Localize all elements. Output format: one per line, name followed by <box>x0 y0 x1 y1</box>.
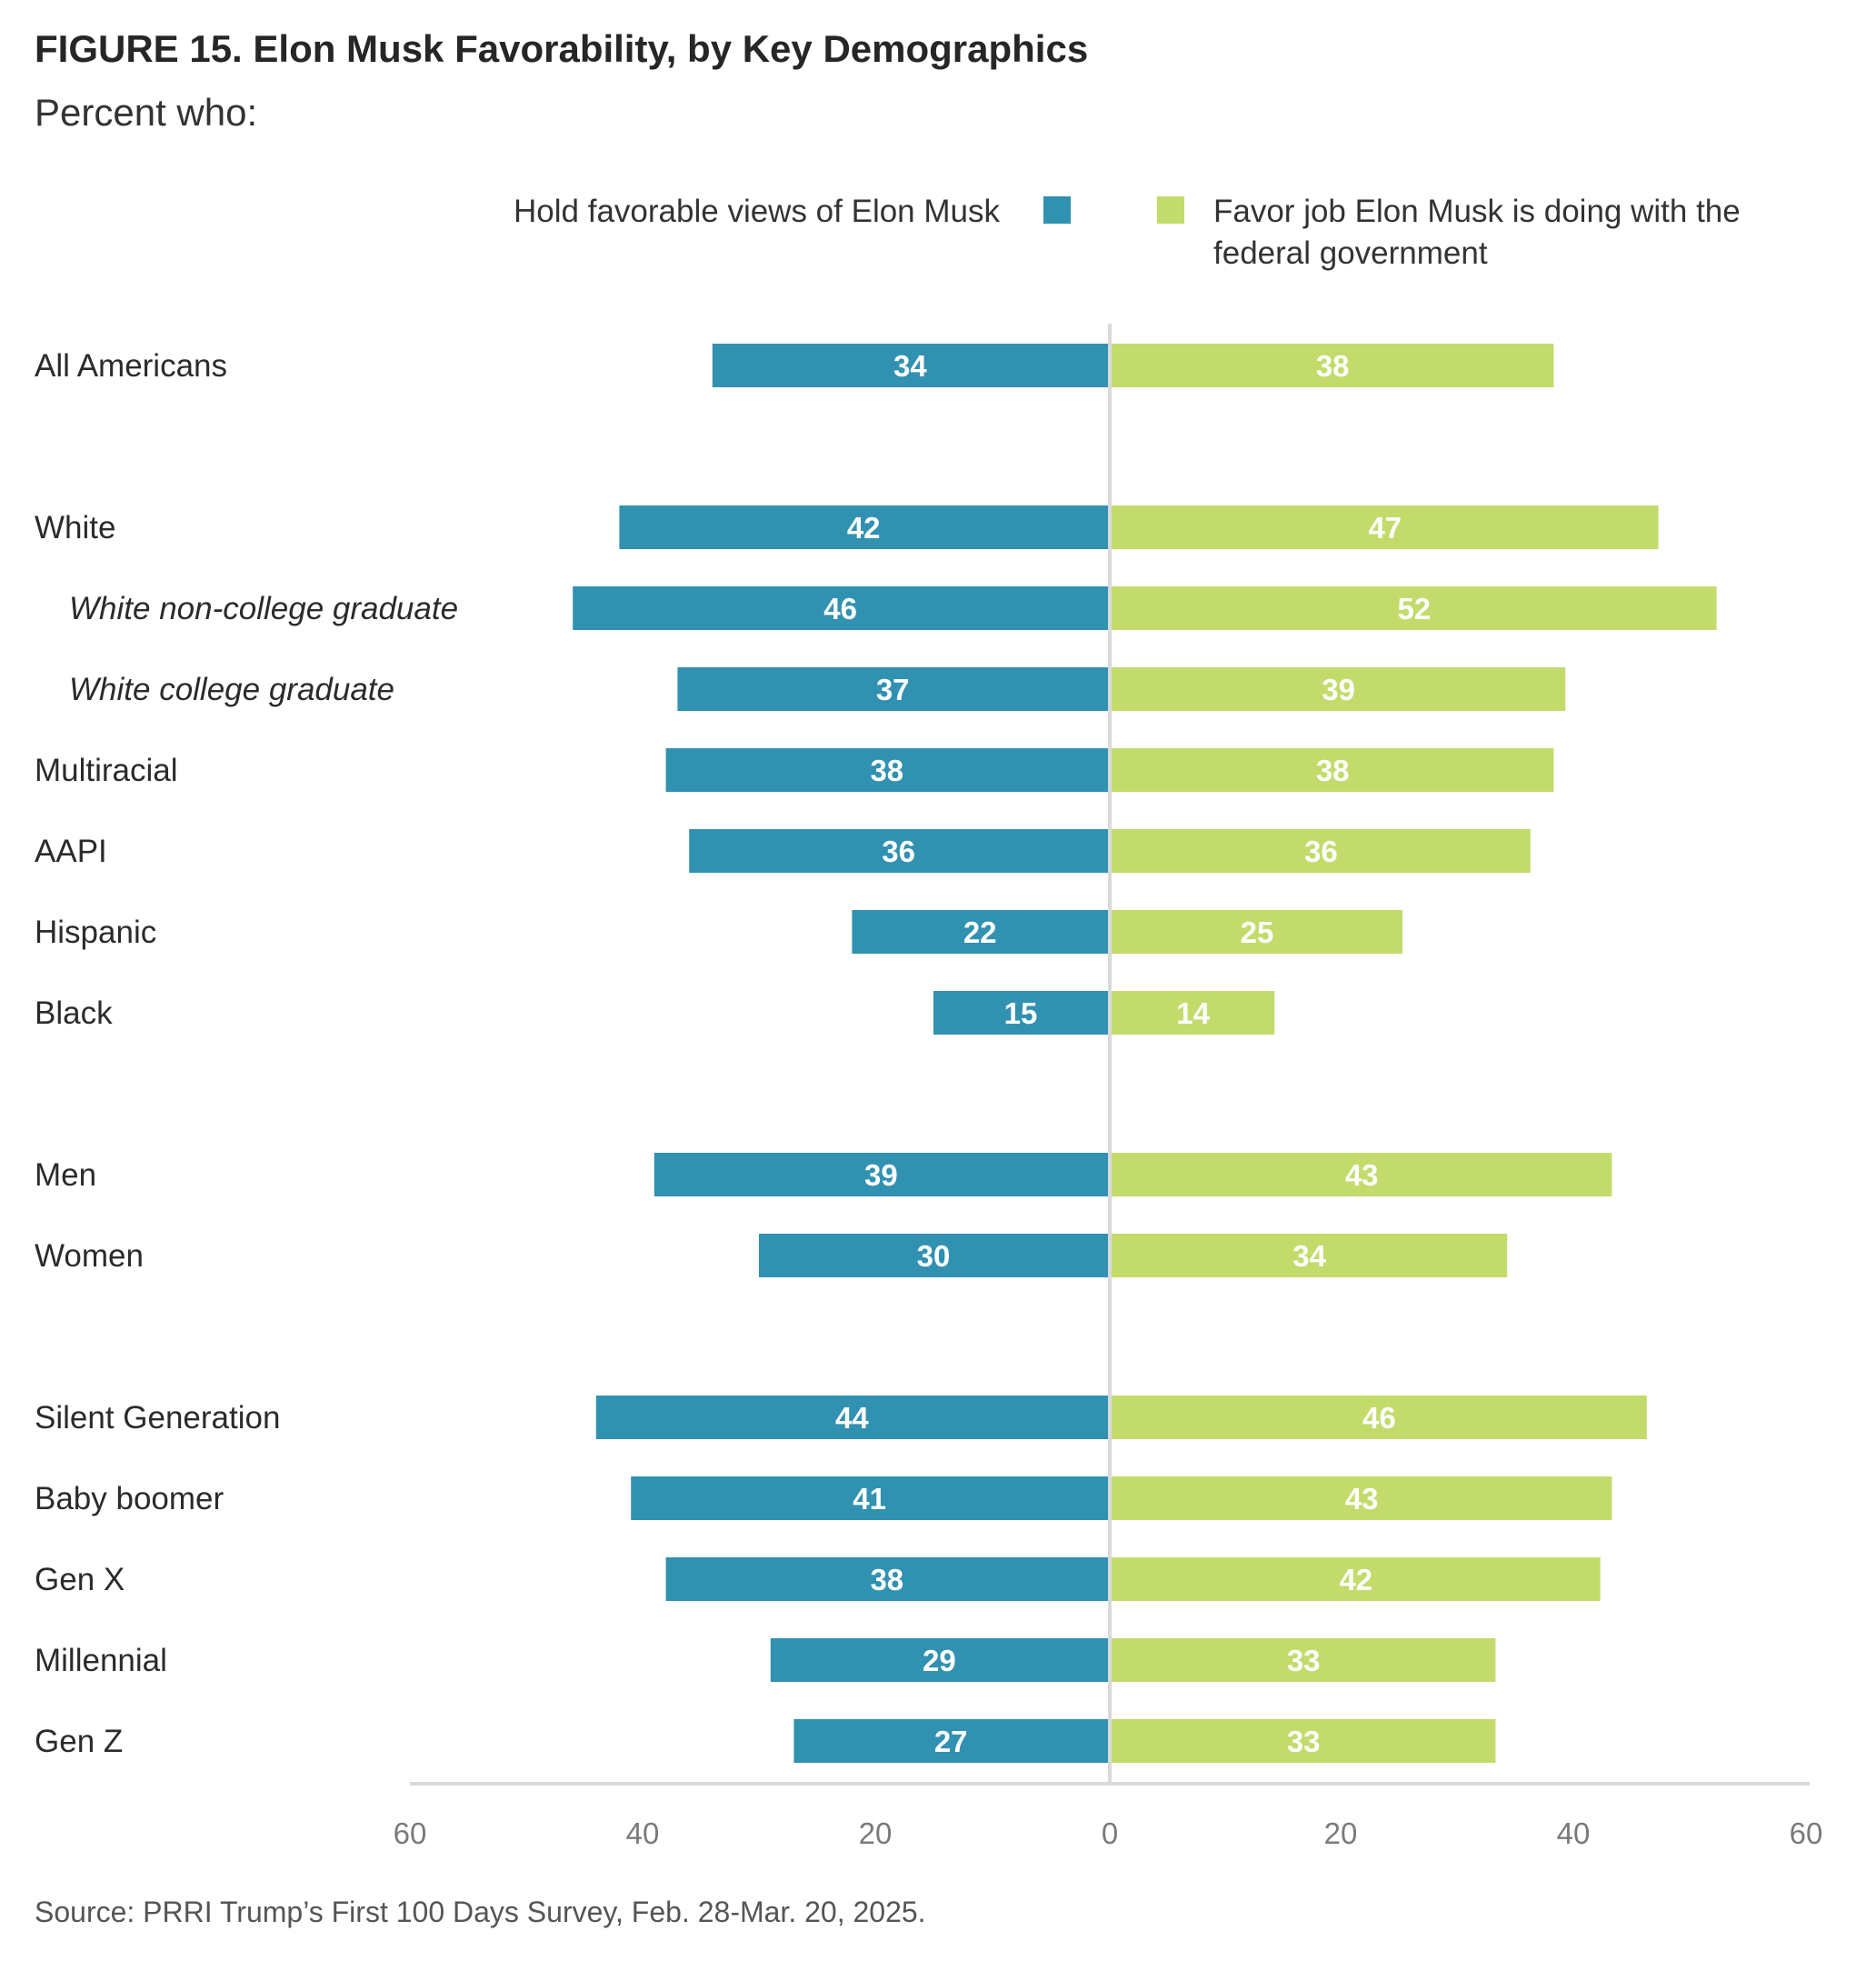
bar-favorable <box>793 1719 1108 1763</box>
bar-job <box>1112 667 1566 711</box>
data-label-job: 25 <box>1241 915 1274 949</box>
category-label: All Americans <box>35 348 227 384</box>
category-label: White <box>35 510 115 545</box>
data-label-job: 43 <box>1345 1158 1379 1192</box>
legend-swatch-job <box>1157 196 1184 224</box>
category-label: Silent Generation <box>35 1400 280 1436</box>
data-label-job: 43 <box>1345 1482 1379 1516</box>
x-tick-label: 20 <box>1324 1816 1358 1850</box>
bar-favorable <box>665 748 1108 792</box>
x-tick-label: 60 <box>394 1816 427 1850</box>
bar-job <box>1112 1719 1496 1763</box>
data-label-favorable: 41 <box>853 1482 886 1516</box>
category-label: Women <box>35 1238 144 1274</box>
bars: 34 38 42 47 46 52 37 39 38 38 36 36 22 25 15 14 39 43 30 34… <box>573 344 1717 1763</box>
data-label-job: 14 <box>1176 996 1210 1030</box>
data-label-job: 38 <box>1316 754 1350 787</box>
bar-favorable <box>770 1638 1108 1682</box>
data-label-job: 34 <box>1292 1239 1326 1273</box>
data-label-favorable: 46 <box>823 592 857 625</box>
category-label: White non-college graduate <box>69 591 458 626</box>
bar-favorable <box>654 1153 1108 1196</box>
bar-job <box>1112 1557 1601 1601</box>
bar-job <box>1112 344 1554 387</box>
bar-job <box>1112 748 1554 792</box>
bar-favorable <box>933 991 1108 1035</box>
data-label-favorable: 27 <box>934 1725 968 1758</box>
bar-job <box>1112 1153 1612 1196</box>
chart-subtitle: Percent who: <box>35 91 258 134</box>
category-label: Gen Z <box>35 1724 123 1759</box>
bar-job <box>1112 991 1275 1035</box>
category-labels: All Americans White White non-college grad… <box>35 348 458 1759</box>
data-label-favorable: 42 <box>847 511 881 545</box>
data-label-job: 33 <box>1287 1644 1321 1677</box>
data-label-favorable: 38 <box>870 754 903 787</box>
bar-job <box>1112 505 1659 549</box>
bar-job <box>1112 586 1717 630</box>
bar-favorable <box>619 505 1108 549</box>
data-label-favorable: 29 <box>923 1644 956 1677</box>
bar-job <box>1112 1476 1612 1520</box>
bar-favorable <box>712 344 1108 387</box>
data-label-favorable: 15 <box>1004 996 1038 1030</box>
bar-favorable <box>677 667 1108 711</box>
bar-favorable <box>631 1476 1108 1520</box>
chart-title: FIGURE 15. Elon Musk Favorability, by Ke… <box>35 27 1089 70</box>
bar-job <box>1112 1234 1508 1277</box>
data-label-job: 36 <box>1304 835 1338 868</box>
category-label: Multiracial <box>35 753 178 788</box>
category-label: Men <box>35 1157 96 1193</box>
bar-job <box>1112 1638 1496 1682</box>
bar-favorable <box>689 829 1108 873</box>
data-label-job: 52 <box>1397 592 1431 625</box>
x-tick-label: 0 <box>1102 1816 1118 1850</box>
data-label-job: 46 <box>1362 1401 1396 1435</box>
category-label: White college graduate <box>69 672 394 707</box>
data-label-favorable: 30 <box>917 1239 951 1273</box>
x-tick-label: 40 <box>1557 1816 1591 1850</box>
bar-favorable <box>573 586 1108 630</box>
legend-label-job: Favor job Elon Musk is doing with the fed… <box>1213 194 1741 271</box>
data-label-job: 33 <box>1287 1725 1321 1758</box>
data-label-favorable: 39 <box>864 1158 898 1192</box>
data-label-favorable: 34 <box>893 349 927 383</box>
legend-label-favorable: Hold favorable views of Elon Musk <box>514 194 1000 229</box>
category-label: Black <box>35 996 113 1031</box>
bar-job <box>1112 910 1402 954</box>
category-label: AAPI <box>35 834 107 869</box>
bar-favorable <box>759 1234 1108 1277</box>
x-tick-label: 20 <box>859 1816 893 1850</box>
x-tick-label: 60 <box>1790 1816 1823 1850</box>
category-label: Gen X <box>35 1562 125 1597</box>
data-label-favorable: 22 <box>963 915 997 949</box>
bar-job <box>1112 829 1531 873</box>
data-label-favorable: 44 <box>835 1401 869 1435</box>
data-label-favorable: 37 <box>876 673 910 706</box>
legend-swatch-favorable <box>1043 196 1071 224</box>
source-note: Source: PRRI Trump’s First 100 Days Surv… <box>35 1896 926 1928</box>
data-label-job: 39 <box>1322 673 1355 706</box>
data-label-favorable: 36 <box>882 835 915 868</box>
bar-favorable <box>665 1557 1108 1601</box>
category-label: Hispanic <box>35 915 156 950</box>
legend: Hold favorable views of Elon Musk Favor … <box>514 194 1741 271</box>
category-label: Baby boomer <box>35 1481 225 1516</box>
data-label-favorable: 38 <box>870 1563 903 1596</box>
category-label: Millennial <box>35 1643 167 1678</box>
data-label-job: 42 <box>1339 1563 1372 1596</box>
x-axis: 60 40 20 0 20 40 60 <box>394 324 1823 1850</box>
bar-favorable <box>595 1396 1108 1439</box>
bar-job <box>1112 1396 1647 1439</box>
data-label-job: 47 <box>1368 511 1402 545</box>
bar-favorable <box>852 910 1108 954</box>
x-tick-label: 40 <box>626 1816 660 1850</box>
data-label-job: 38 <box>1316 349 1350 383</box>
